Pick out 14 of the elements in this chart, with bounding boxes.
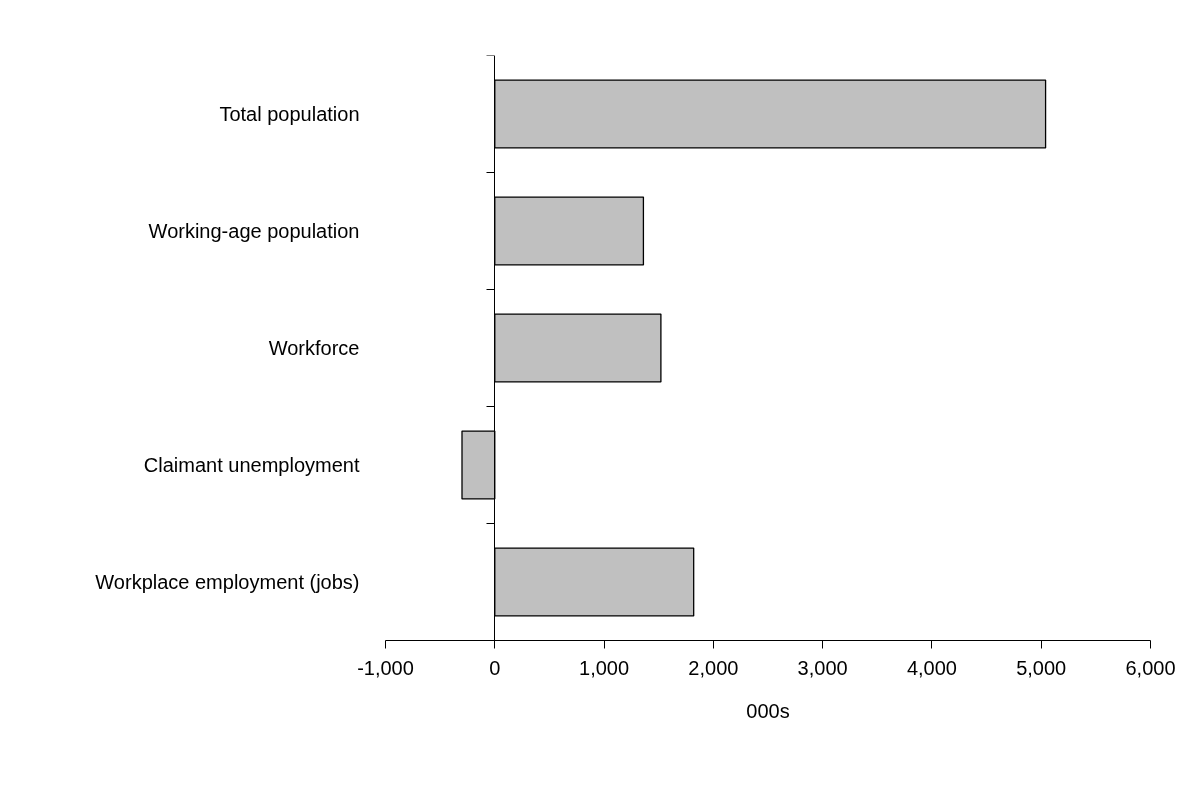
y-tick-label: Total population [219,103,360,125]
x-tick-label: 2,000 [688,656,739,679]
y-tick-label: Workforce [268,337,360,359]
y-tick-label: Workplace employment (jobs) [95,571,360,593]
y-tick-label: Claimant unemployment [143,454,360,476]
x-tick-label: 1,000 [579,656,630,679]
x-tick-label: 3,000 [797,656,848,679]
x-tick-label: 4,000 [906,656,957,679]
x-tick-label: 5,000 [1016,656,1067,679]
x-tick-label: 0 [489,656,501,679]
x-tick-label: 6,000 [1125,656,1176,679]
y-tick-label: Working-age population [148,220,360,242]
x-tick-label: -1,000 [357,656,414,679]
x-axis-title: 000s [746,699,790,722]
